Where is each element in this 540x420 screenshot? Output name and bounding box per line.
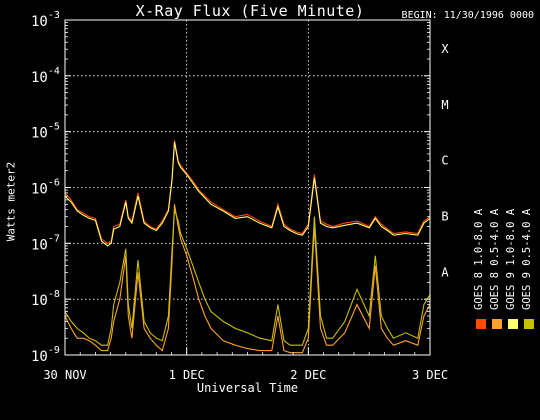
series-line-1 — [65, 140, 430, 244]
y-tick-exponent: -9 — [48, 345, 60, 356]
x-axis-label: Universal Time — [196, 381, 299, 395]
y-tick-exponent: -8 — [48, 289, 60, 300]
y-tick-exponent: -3 — [48, 10, 60, 21]
plot-frame — [64, 19, 431, 356]
legend-swatch — [476, 319, 486, 329]
y-tick-label: 10-7 — [31, 233, 60, 253]
y-tick-label: 10-8 — [31, 289, 60, 309]
flare-class-label: X — [441, 42, 449, 56]
x-tick-label: 1 DEC — [169, 368, 205, 382]
legend-swatch — [492, 319, 502, 329]
y-tick-label: 10-6 — [31, 178, 60, 198]
x-tick-label: 2 DEC — [290, 368, 326, 382]
x-tick-label: 3 DEC — [412, 368, 448, 382]
y-tick-label: 10-4 — [31, 66, 60, 86]
begin-date-label: BEGIN: 11/30/1996 0000 — [401, 10, 534, 21]
flare-class-label: C — [441, 154, 448, 168]
flare-class-label: M — [441, 98, 448, 112]
axes: 10-9 10-8 10-7 10-6 10-5 10-4 10-3 30 NOV 1 DEC 2… — [31, 10, 449, 382]
y-tick-exponent: -7 — [48, 233, 60, 244]
series-line-2 — [65, 204, 430, 354]
legend: GOES 8 1.0-8.0 A GOES 8 0.5-4.0 A GOES 9 1… — [473, 208, 534, 329]
legend-label: GOES 9 1.0-8.0 A — [505, 208, 517, 310]
series-lines — [65, 140, 430, 354]
y-tick-label: 10-5 — [31, 122, 60, 142]
y-tick-exponent: -6 — [48, 178, 60, 189]
y-tick-exponent: -5 — [48, 122, 60, 133]
legend-swatch — [508, 319, 518, 329]
y-tick-label: 10-3 — [31, 10, 60, 30]
series-line-3 — [65, 142, 430, 247]
legend-label: GOES 8 1.0-8.0 A — [473, 208, 485, 310]
y-tick-label: 10-9 — [31, 345, 60, 365]
grid — [65, 20, 430, 355]
y-tick-exponent: -4 — [48, 66, 60, 77]
series-line-4 — [65, 209, 430, 346]
legend-label: GOES 9 0.5-4.0 A — [521, 208, 533, 310]
chart-title: X-Ray Flux (Five Minute) — [135, 2, 365, 20]
x-tick-label: 30 NOV — [43, 368, 86, 382]
flare-class-label: A — [441, 265, 449, 279]
flare-class-label: B — [441, 209, 448, 223]
legend-label: GOES 8 0.5-4.0 A — [489, 208, 501, 310]
legend-swatch — [524, 319, 534, 329]
